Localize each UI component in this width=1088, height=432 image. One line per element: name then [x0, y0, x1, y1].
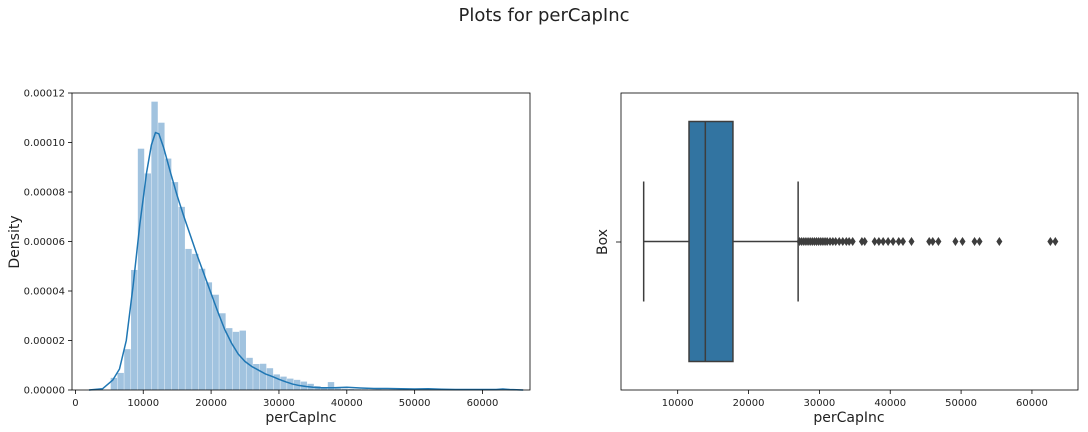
- histogram-bar: [124, 349, 131, 390]
- histogram-bar: [239, 330, 246, 390]
- boxplot-outliers: [796, 237, 1059, 246]
- histogram-bar: [117, 372, 124, 390]
- histogram-bar: [321, 387, 328, 390]
- histogram-bar: [178, 206, 185, 390]
- outlier-point: [935, 237, 942, 246]
- x-tick-label: 50000: [945, 398, 977, 409]
- outlier-point: [836, 237, 843, 246]
- y-tick-label: 0.00000: [24, 386, 65, 397]
- histogram-bar: [273, 374, 280, 390]
- boxplot-x-ticks: 10000 20000 30000 40000 50000 60000: [662, 390, 1048, 409]
- histogram-bars: [110, 101, 511, 391]
- histogram-y-ticks: 0.00000 0.00002 0.00004 0.00006 0.00008 0.000…: [24, 89, 72, 397]
- outlier-point: [880, 237, 887, 246]
- outlier-point: [1052, 237, 1059, 246]
- histogram-bar: [164, 158, 172, 390]
- outlier-point: [832, 237, 839, 246]
- histogram-bar: [131, 269, 138, 390]
- histogram-bar: [158, 122, 165, 390]
- outlier-point: [996, 237, 1003, 246]
- histogram-bar: [192, 253, 199, 391]
- outlier-point: [926, 237, 933, 246]
- histogram-panel: 0 10000 20000 30000 40000 50000 60000 0.000000…: [7, 89, 531, 426]
- outlier-point: [861, 237, 868, 246]
- histogram-bar: [212, 294, 219, 390]
- boxplot-frame: [620, 92, 1079, 391]
- boxplot-panel: 10000 20000 30000 40000 50000 60000 perCapInc…: [595, 92, 1079, 426]
- y-tick-label: 0.00010: [24, 138, 65, 149]
- histogram-bar: [334, 388, 341, 390]
- x-tick-label: 10000: [127, 398, 159, 409]
- histogram-bar: [198, 268, 206, 390]
- outlier-point: [885, 237, 892, 246]
- outlier-point: [899, 237, 906, 246]
- outlier-point: [976, 237, 983, 246]
- histogram-bar: [219, 313, 226, 390]
- kde-curve: [88, 131, 524, 391]
- x-tick-label: 30000: [263, 398, 295, 409]
- x-tick-label: 60000: [1016, 398, 1048, 409]
- histogram-bar: [327, 382, 335, 390]
- histogram-bar: [266, 368, 274, 390]
- histogram-bar: [253, 364, 260, 390]
- figure-title: Plots for perCapInc: [458, 5, 630, 26]
- x-tick-label: 40000: [331, 398, 363, 409]
- outlier-point: [846, 237, 853, 246]
- histogram-bar: [144, 173, 151, 390]
- x-tick-label: 10000: [662, 398, 694, 409]
- x-tick-label: 40000: [874, 398, 906, 409]
- histogram-bar: [226, 328, 233, 391]
- x-tick-label: 60000: [467, 398, 499, 409]
- outlier-point: [908, 237, 915, 246]
- outlier-point: [875, 237, 882, 246]
- histogram-bar: [246, 357, 253, 390]
- histogram-x-label: perCapInc: [265, 410, 336, 426]
- histogram-x-ticks: 0 10000 20000 30000 40000 50000 60000: [72, 390, 498, 409]
- outlier-point: [959, 237, 966, 246]
- y-tick-label: 0.00012: [24, 89, 65, 100]
- outlier-point: [971, 237, 978, 246]
- histogram-bar: [280, 376, 287, 390]
- y-tick-label: 0.00008: [24, 188, 65, 199]
- outlier-point: [1047, 237, 1054, 246]
- histogram-bar: [341, 388, 348, 390]
- interquartile-box: [688, 120, 734, 363]
- boxplot: [642, 120, 799, 363]
- histogram-bar: [110, 377, 118, 390]
- histogram-bar: [287, 378, 294, 390]
- histogram-bar: [348, 389, 355, 390]
- x-tick-label: 50000: [399, 398, 431, 409]
- outlier-point: [871, 237, 878, 246]
- outlier-point: [890, 237, 897, 246]
- x-tick-label: 0: [72, 398, 78, 409]
- histogram-bar: [137, 148, 145, 390]
- histogram-bar: [205, 282, 213, 390]
- x-tick-label: 30000: [803, 398, 835, 409]
- y-tick-label: 0.00006: [24, 237, 65, 248]
- boxplot-x-label: perCapInc: [813, 410, 884, 426]
- x-tick-label: 20000: [195, 398, 227, 409]
- outlier-point: [839, 237, 846, 246]
- histogram-bar: [171, 182, 179, 390]
- histogram-bar: [259, 363, 267, 390]
- outlier-point: [929, 237, 936, 246]
- x-tick-label: 20000: [733, 398, 765, 409]
- outlier-point: [895, 237, 902, 246]
- histogram-bar: [151, 101, 158, 390]
- boxplot-y-label: Box: [595, 229, 611, 255]
- y-tick-label: 0.00004: [24, 287, 65, 298]
- histogram-bar: [185, 248, 192, 390]
- outlier-point: [952, 237, 959, 246]
- outlier-point: [849, 237, 856, 246]
- y-tick-label: 0.00002: [24, 336, 65, 347]
- histogram-y-label: Density: [7, 215, 23, 268]
- histogram-bar: [232, 331, 240, 390]
